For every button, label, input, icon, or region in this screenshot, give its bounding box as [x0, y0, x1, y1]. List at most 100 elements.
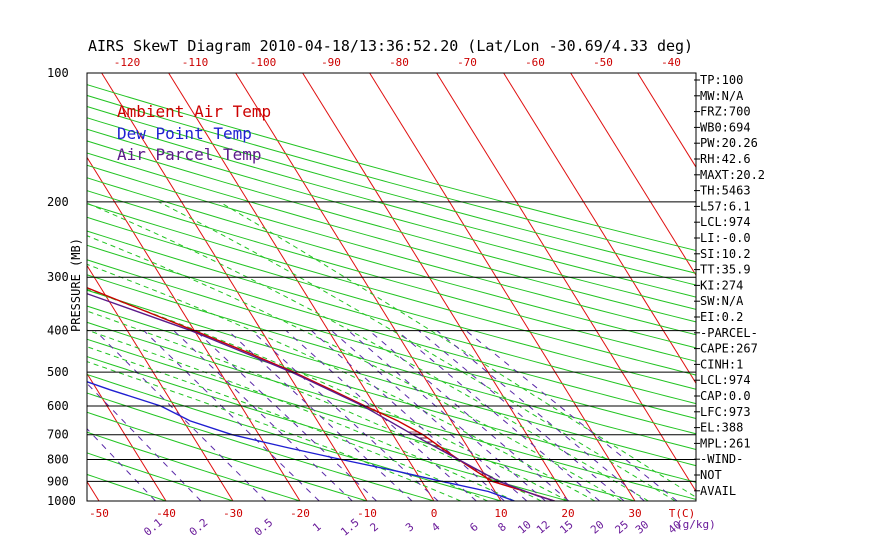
dry-adiabat-line	[87, 106, 696, 274]
mixing-ratio-tick-label: 30	[633, 518, 652, 536]
mixing-ratio-tick-label: 10	[515, 518, 534, 536]
stat-label: CAPE:267	[700, 342, 758, 356]
dry-adiabat-line	[87, 392, 435, 501]
moist-adiabat-line	[87, 235, 622, 501]
top-temperature-axis: -120 -110 -100 -90 -80 -70 -60 -50 -40	[114, 56, 681, 69]
dry-adiabat-line	[87, 431, 301, 501]
dry-adiabat-line	[87, 203, 696, 376]
isotherm-line	[637, 73, 696, 169]
isobars	[87, 201, 696, 482]
dry-adiabat-line	[87, 84, 696, 252]
dry-adiabat-line	[87, 190, 696, 362]
mixing-ratio-tick-label: 25	[613, 518, 632, 536]
bottom-temp-tick-label: -50	[89, 507, 109, 520]
bottom-temp-tick-label: -40	[156, 507, 176, 520]
mixing-ratio-tick-label: 15	[557, 518, 576, 536]
mixing-ratio-line	[143, 330, 320, 501]
pressure-tick-label: 600	[47, 399, 69, 413]
mixing-ratio-tick-label: 6	[467, 520, 480, 534]
pressure-tick-label: 300	[47, 270, 69, 284]
dry-adiabat-line	[87, 152, 696, 323]
pressure-tick-label: 700	[47, 428, 69, 442]
mixing-ratio-tick-label: 0.2	[187, 516, 211, 539]
moist-adiabat-line	[87, 202, 649, 501]
moist-adiabat-line	[219, 201, 696, 498]
stat-label: SW:N/A	[700, 294, 744, 308]
pressure-tick-label: 500	[47, 365, 69, 379]
dry-adiabat-line	[87, 128, 696, 298]
legend-item-air-parcel-temp: Air Parcel Temp	[117, 145, 262, 164]
stat-label: LCL:974	[700, 373, 751, 387]
bottom-temp-tick-label: 20	[561, 507, 574, 520]
dry-adiabat-line	[87, 411, 368, 501]
mixing-ratio-tick-label: 0.5	[252, 516, 276, 539]
stat-label: LCL:974	[700, 215, 751, 229]
bottom-temp-tick-label: 30	[628, 507, 641, 520]
stat-label: WB0:694	[700, 120, 751, 134]
mixing-ratio-tick-label: 2	[368, 520, 381, 534]
stat-label: MW:N/A	[700, 89, 744, 103]
stat-label: EI:0.2	[700, 310, 743, 324]
stat-label: TH:5463	[700, 184, 751, 198]
pressure-tick-label: 200	[47, 195, 69, 209]
mixing-ratio-tick-label: 20	[588, 518, 607, 536]
top-temp-tick-label: -40	[661, 56, 681, 69]
mixing-ratio-line	[348, 330, 546, 501]
isotherm-line	[235, 73, 502, 501]
top-temp-tick-label: -90	[321, 56, 341, 69]
bottom-temp-tick-label: 10	[494, 507, 507, 520]
stat-label: LI:-0.0	[700, 231, 751, 245]
top-temp-tick-label: -60	[525, 56, 545, 69]
pressure-tick-label: 800	[47, 453, 69, 467]
background-grid	[87, 73, 696, 501]
mixing-ratio-line	[87, 428, 156, 501]
dry-adiabat-line	[87, 230, 696, 405]
dry-adiabat-line	[87, 305, 696, 483]
top-temp-tick-label: -80	[389, 56, 409, 69]
dry-adiabat-line	[87, 356, 569, 501]
stat-label: L57:6.1	[700, 199, 751, 213]
stat-label: NOT	[700, 468, 722, 482]
dry-adiabat-line	[87, 259, 696, 435]
isotherm-line	[302, 73, 569, 501]
dry-adiabat-line	[87, 177, 696, 349]
stat-label: PW:20.26	[700, 136, 758, 150]
dry-adiabat-line	[87, 94, 696, 263]
legend: Ambient Air Temp Dew Point Temp Air Parc…	[117, 102, 271, 164]
dry-adiabat-line	[87, 117, 696, 286]
bottom-temperature-axis: -50 -40 -30 -20 -10 0 10 20 30 T(C)	[89, 507, 695, 520]
legend-item-ambient-air-temp: Ambient Air Temp	[117, 102, 271, 121]
chart-title: AIRS SkewT Diagram 2010-04-18/13:36:52.2…	[88, 37, 693, 55]
mixing-ratio-tick-label: 3	[403, 520, 416, 534]
stat-label: CINH:1	[700, 357, 743, 371]
bottom-temp-tick-label: -20	[290, 507, 310, 520]
mixing-ratio-line	[436, 330, 645, 501]
top-temp-tick-label: -100	[250, 56, 277, 69]
pressure-tick-label: 400	[47, 324, 69, 338]
dry-adiabat-line	[87, 452, 234, 501]
isotherm-line	[369, 73, 636, 501]
moist-adiabat-line	[87, 263, 596, 501]
mixing-ratio-line	[418, 330, 625, 501]
dry-adiabat-line	[87, 244, 696, 420]
dry-adiabat-line	[87, 164, 696, 336]
mixing-ratio-line	[251, 330, 439, 501]
isotherm-line	[436, 73, 696, 493]
stat-label: TP:100	[700, 73, 743, 87]
pressure-axis: 100 200 300 400 500 600 700 800 900 1000	[47, 66, 76, 508]
mixing-ratio-line	[195, 330, 377, 501]
bottom-temp-tick-label: -30	[223, 507, 243, 520]
isotherm-line	[87, 372, 167, 501]
stat-label: -PARCEL-	[700, 326, 758, 340]
stat-label: MAXT:20.2	[700, 168, 765, 182]
stat-label: EL:388	[700, 421, 743, 435]
stat-label: MPL:261	[700, 436, 751, 450]
stat-label: -WIND-	[700, 452, 743, 466]
top-temp-tick-label: -120	[114, 56, 141, 69]
bottom-temp-unit-label: T(C)	[669, 507, 696, 520]
stat-label: RH:42.6	[700, 152, 751, 166]
stat-label: LFC:973	[700, 405, 751, 419]
mixing-ratio-line	[369, 330, 570, 501]
isotherm-line	[87, 264, 234, 501]
